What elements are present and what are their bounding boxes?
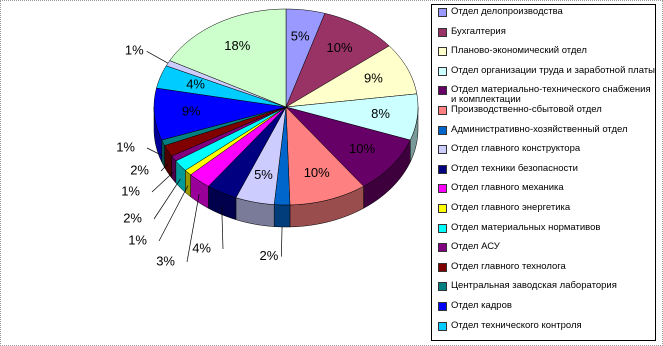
legend-swatch bbox=[438, 66, 447, 76]
legend-item: Отдел главного энергетика bbox=[438, 203, 655, 223]
legend-swatch bbox=[438, 164, 447, 174]
leader-line bbox=[280, 226, 283, 257]
legend-label: Производственно-сбытовой отдел bbox=[451, 104, 602, 115]
legend-item: Центральная заводская лаборатория bbox=[438, 281, 655, 301]
legend-item: Административно-хозяйственный отдел bbox=[438, 125, 655, 145]
data-label: 2% bbox=[260, 248, 279, 263]
slice-side bbox=[273, 204, 291, 228]
data-label: 4% bbox=[186, 77, 205, 92]
legend-swatch bbox=[438, 47, 447, 57]
data-label: 1% bbox=[125, 43, 144, 58]
pie-slice bbox=[169, 8, 287, 108]
pie-slice bbox=[285, 45, 418, 108]
pie-slice bbox=[235, 106, 287, 205]
pie-slice bbox=[190, 106, 287, 187]
legend-label: Отдел кадров bbox=[451, 300, 512, 311]
legend-swatch bbox=[438, 262, 447, 272]
legend-label: Планово-экономический отдел bbox=[451, 46, 587, 57]
data-label: 8% bbox=[371, 106, 390, 121]
legend-item: Отдел материально-технического снабжения… bbox=[438, 85, 655, 105]
data-label: 1% bbox=[121, 183, 140, 198]
legend-item: Отдел делопроизводства bbox=[438, 7, 655, 27]
data-label: 10% bbox=[304, 165, 330, 180]
data-label: 9% bbox=[182, 104, 201, 119]
data-label: 1% bbox=[116, 139, 135, 154]
legend-label: Отдел главного конструктора bbox=[451, 144, 581, 155]
leader-line bbox=[153, 178, 181, 220]
pie-slice bbox=[285, 13, 390, 108]
legend-label: Отдел материальных нормативов bbox=[451, 222, 601, 233]
legend-swatch bbox=[438, 243, 447, 253]
pie-slice bbox=[285, 106, 411, 187]
leader-line bbox=[160, 163, 169, 172]
data-label: 5% bbox=[291, 29, 310, 44]
data-label: 9% bbox=[364, 71, 383, 86]
pie-slice bbox=[207, 106, 287, 198]
legend-swatch bbox=[438, 321, 447, 331]
legend-item: Отдел главного конструктора bbox=[438, 144, 655, 164]
data-label: 2% bbox=[123, 210, 142, 225]
data-label: 4% bbox=[192, 240, 211, 255]
legend-swatch bbox=[438, 223, 447, 233]
legend-swatch bbox=[438, 105, 447, 115]
data-label: 3% bbox=[156, 253, 175, 268]
legend-swatch bbox=[438, 184, 447, 194]
legend-item: Бухгалтерия bbox=[438, 27, 655, 47]
legend-swatch bbox=[438, 27, 447, 37]
data-label: 18% bbox=[224, 38, 250, 53]
leader-line bbox=[151, 171, 174, 193]
legend-swatch bbox=[438, 301, 447, 311]
legend-item: Отдел главного технолога bbox=[438, 262, 655, 282]
pie-slice bbox=[285, 93, 419, 141]
legend-label: Отдел технического контроля bbox=[451, 320, 582, 331]
legend-label: Отдел главного механика bbox=[451, 183, 564, 194]
legend-item: Отдел кадров bbox=[438, 301, 655, 321]
legend-item: Отдел организации труда и заработной пла… bbox=[438, 66, 655, 86]
legend-label: Бухгалтерия bbox=[451, 26, 506, 37]
legend-item: Отдел АСУ bbox=[438, 242, 655, 262]
leader-line bbox=[221, 205, 224, 250]
leader-line bbox=[158, 185, 189, 242]
legend-item: Отдел техники безопасности bbox=[438, 164, 655, 184]
legend: Отдел делопроизводства Бухгалтерия Планово… bbox=[431, 4, 656, 341]
legend-label: Отдел материально-технического снабжения… bbox=[451, 85, 651, 105]
leader-line bbox=[146, 50, 169, 64]
pie-area: 5% 10% 9% 8% 10% 10% 2% 5% 4% 3% 1% 2% 1% 2% 1% 9% 4% 1% 1… bbox=[116, 8, 419, 268]
legend-item: Отдел материальных нормативов bbox=[438, 223, 655, 243]
pie-slice bbox=[285, 8, 326, 108]
legend-swatch bbox=[438, 8, 447, 17]
pie-slice bbox=[153, 87, 287, 141]
legend-label: Центральная заводская лаборатория bbox=[451, 281, 617, 292]
pie-slice bbox=[156, 65, 287, 108]
legend-label: Отдел техники безопасности bbox=[451, 163, 578, 174]
legend-label: Отдел главного энергетика bbox=[451, 202, 571, 213]
legend-label: Административно-хозяйственный отдел bbox=[451, 124, 628, 135]
legend-swatch bbox=[438, 145, 447, 155]
legend-label: Отдел АСУ bbox=[451, 242, 500, 253]
data-label: 5% bbox=[254, 167, 273, 182]
legend-swatch bbox=[438, 86, 447, 96]
legend-label: Отдел главного технолога bbox=[451, 261, 566, 272]
legend-item: Производственно-сбытовой отдел bbox=[438, 105, 655, 125]
legend-item: Отдел главного механика bbox=[438, 183, 655, 203]
legend-swatch bbox=[438, 125, 447, 135]
leader-line bbox=[146, 147, 164, 157]
data-label: 10% bbox=[327, 40, 353, 55]
data-label: 10% bbox=[349, 141, 375, 156]
data-label: 2% bbox=[130, 162, 149, 177]
legend-item: Отдел технического контроля bbox=[438, 321, 655, 341]
legend-label: Отдел делопроизводства bbox=[451, 7, 563, 17]
data-label: 1% bbox=[128, 232, 147, 247]
legend-swatch bbox=[438, 282, 447, 292]
legend-label: Отдел организации труда и заработной пла… bbox=[451, 65, 655, 76]
legend-swatch bbox=[438, 203, 447, 213]
pie-slice bbox=[285, 106, 365, 206]
leader-line bbox=[186, 193, 200, 263]
legend-item: Планово-экономический отдел bbox=[438, 46, 655, 66]
